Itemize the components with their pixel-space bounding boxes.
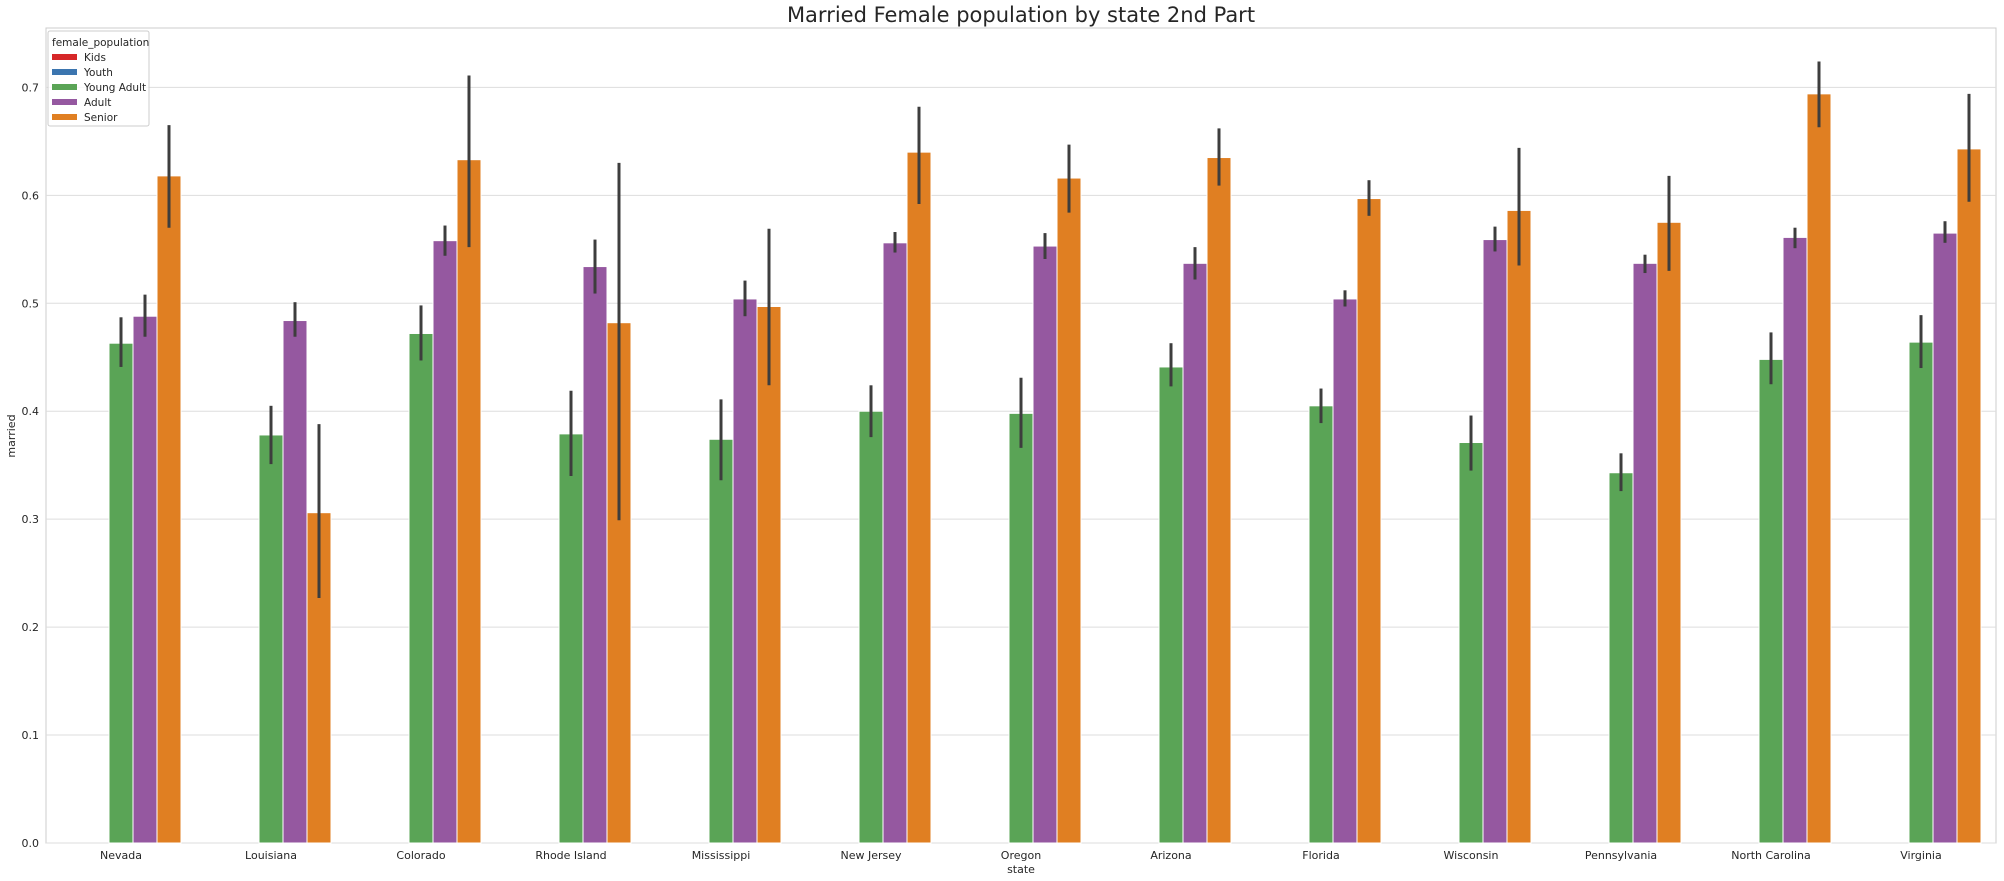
legend-label: Adult	[84, 97, 111, 109]
bar	[1356, 198, 1382, 844]
y-tick-label: 0.1	[22, 729, 40, 742]
x-tick-label: Mississippi	[692, 849, 751, 862]
bar	[1182, 262, 1208, 844]
error-bars	[119, 61, 1971, 598]
bar	[882, 242, 908, 844]
bar	[558, 433, 584, 844]
bar	[1506, 209, 1532, 844]
bar	[1008, 412, 1034, 844]
bar	[1206, 157, 1232, 844]
legend: female_population Kids Youth Young Adult Ad…	[47, 30, 150, 127]
bar	[1458, 442, 1484, 844]
x-tick-label: Colorado	[396, 849, 445, 862]
y-tick-label: 0.7	[22, 81, 40, 94]
x-tick-label: Oregon	[1001, 849, 1041, 862]
bar	[282, 320, 308, 844]
x-tick-label: Rhode Island	[535, 849, 606, 862]
x-axis-label: state	[1007, 863, 1035, 876]
bar	[432, 240, 458, 844]
bar	[756, 306, 782, 844]
y-tick-label: 0.3	[22, 513, 40, 526]
bar	[1758, 358, 1784, 844]
x-tick-label: Louisiana	[245, 849, 297, 862]
bars	[108, 93, 1982, 844]
legend-swatch	[52, 99, 77, 105]
bar	[1056, 177, 1082, 844]
legend-label: Kids	[84, 52, 106, 64]
x-tick-label: Pennsylvania	[1585, 849, 1657, 862]
legend-label: Young Adult	[83, 82, 146, 94]
legend-items: Kids Youth Young Adult Adult Senior	[52, 52, 146, 124]
bar	[1782, 236, 1808, 844]
y-tick-labels: 0.0 0.1 0.2 0.3 0.4 0.5 0.6 0.7	[22, 81, 40, 850]
bar	[1956, 148, 1982, 844]
bar	[1932, 232, 1958, 844]
bar	[1032, 245, 1058, 844]
legend-swatch	[52, 114, 77, 120]
bar	[1632, 262, 1658, 844]
legend-swatch	[52, 84, 77, 90]
x-tick-label: Wisconsin	[1444, 849, 1499, 862]
bar	[1308, 405, 1334, 844]
bar	[156, 175, 182, 844]
bar	[708, 438, 734, 844]
legend-label: Youth	[83, 67, 113, 79]
bar	[1158, 366, 1184, 844]
bar	[1332, 298, 1358, 844]
y-axis-label: married	[5, 414, 18, 457]
y-tick-label: 0.2	[22, 621, 40, 634]
y-tick-label: 0.6	[22, 189, 40, 202]
legend-label: Senior	[84, 112, 118, 124]
bar	[1806, 93, 1832, 844]
x-tick-label: Virginia	[1900, 849, 1941, 862]
bar	[1608, 472, 1634, 844]
bar	[732, 298, 758, 844]
bar	[906, 151, 932, 844]
x-tick-label: Nevada	[100, 849, 142, 862]
x-tick-label: Florida	[1302, 849, 1339, 862]
y-tick-label: 0.0	[22, 837, 40, 850]
x-tick-label: North Carolina	[1731, 849, 1811, 862]
bar	[1908, 341, 1934, 844]
bar	[1656, 221, 1682, 844]
x-tick-label: New Jersey	[840, 849, 902, 862]
x-tick-label: Arizona	[1150, 849, 1191, 862]
bar	[582, 266, 608, 844]
legend-swatch	[52, 54, 77, 60]
bar	[108, 342, 134, 844]
bar	[132, 315, 158, 844]
y-tick-label: 0.5	[22, 297, 40, 310]
bar	[258, 434, 284, 844]
x-tick-labels: Nevada Louisiana Colorado Rhode Island Missi…	[100, 849, 1942, 862]
bar	[858, 410, 884, 844]
y-tick-label: 0.4	[22, 405, 40, 418]
legend-swatch	[52, 69, 77, 75]
bar	[408, 332, 434, 844]
legend-title: female_population	[52, 37, 149, 49]
bar	[456, 159, 482, 844]
chart-title: Married Female population by state 2nd P…	[787, 3, 1255, 27]
bar	[1482, 239, 1508, 844]
